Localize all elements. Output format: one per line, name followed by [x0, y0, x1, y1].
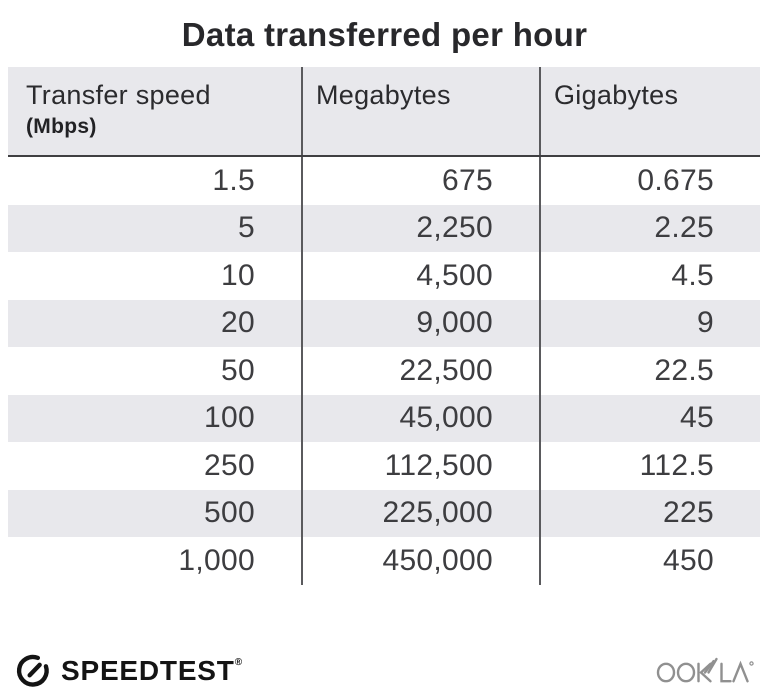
table-row: 250 112,500 112.5 — [8, 442, 760, 490]
cell-speed: 10 — [221, 258, 255, 292]
header-transfer-speed: Transfer speed (Mbps) — [8, 67, 301, 155]
cell-speed: 500 — [204, 496, 255, 530]
table-header-row: Transfer speed (Mbps) Megabytes Gigabyte… — [8, 67, 760, 157]
cell-speed: 250 — [204, 448, 255, 482]
ookla-logo: OOKLA — [655, 656, 755, 686]
header-gigabytes: Gigabytes — [539, 67, 760, 155]
cell-megabytes: 45,000 — [301, 394, 539, 442]
cell-megabytes: 450,000 — [301, 537, 539, 585]
speedometer-gauge-icon — [14, 652, 52, 690]
speedtest-logo: SPEEDTEST® — [14, 652, 243, 690]
data-table: Transfer speed (Mbps) Megabytes Gigabyte… — [8, 67, 760, 585]
cell-gigabytes: 9 — [539, 299, 760, 347]
cell-gigabytes: 0.675 — [539, 157, 760, 205]
header-megabytes-label: Megabytes — [316, 80, 451, 110]
cell-gigabytes: 2.25 — [539, 204, 760, 252]
table-row: 500 225,000 225 — [8, 489, 760, 537]
cell-megabytes: 112,500 — [301, 442, 539, 490]
cell-speed: 1.5 — [212, 163, 255, 197]
cell-megabytes: 675 — [301, 157, 539, 205]
header-gigabytes-label: Gigabytes — [554, 80, 679, 110]
cell-speed: 5 — [238, 211, 255, 245]
cell-speed: 100 — [204, 401, 255, 435]
cell-gigabytes: 450 — [539, 537, 760, 585]
cell-gigabytes: 45 — [539, 394, 760, 442]
table-row: 1.5 675 0.675 — [8, 157, 760, 205]
table-row: 20 9,000 9 — [8, 299, 760, 347]
header-megabytes: Megabytes — [301, 67, 539, 155]
cell-speed: 20 — [221, 306, 255, 340]
cell-gigabytes: 22.5 — [539, 347, 760, 395]
footer: SPEEDTEST® OOKLA — [14, 652, 755, 690]
cell-gigabytes: 4.5 — [539, 252, 760, 300]
cell-megabytes: 22,500 — [301, 347, 539, 395]
page-title: Data transferred per hour — [181, 16, 588, 53]
cell-gigabytes: 225 — [539, 489, 760, 537]
registered-trademark-icon: ® — [234, 657, 243, 668]
table-row: 10 4,500 4.5 — [8, 252, 760, 300]
header-transfer-speed-label: Transfer speed — [26, 80, 211, 110]
cell-gigabytes: 112.5 — [539, 442, 760, 490]
cell-speed: 1,000 — [178, 543, 255, 577]
header-transfer-speed-unit: (Mbps) — [26, 115, 97, 138]
table-row: 50 22,500 22.5 — [8, 347, 760, 395]
table-row: 5 2,250 2.25 — [8, 204, 760, 252]
cell-megabytes: 2,250 — [301, 204, 539, 252]
table-row: 100 45,000 45 — [8, 394, 760, 442]
cell-megabytes: 225,000 — [301, 489, 539, 537]
table-row: 1,000 450,000 450 — [8, 537, 760, 585]
speedtest-wordmark: SPEEDTEST® — [61, 655, 243, 686]
cell-speed: 50 — [221, 353, 255, 387]
cell-megabytes: 4,500 — [301, 252, 539, 300]
cell-megabytes: 9,000 — [301, 299, 539, 347]
